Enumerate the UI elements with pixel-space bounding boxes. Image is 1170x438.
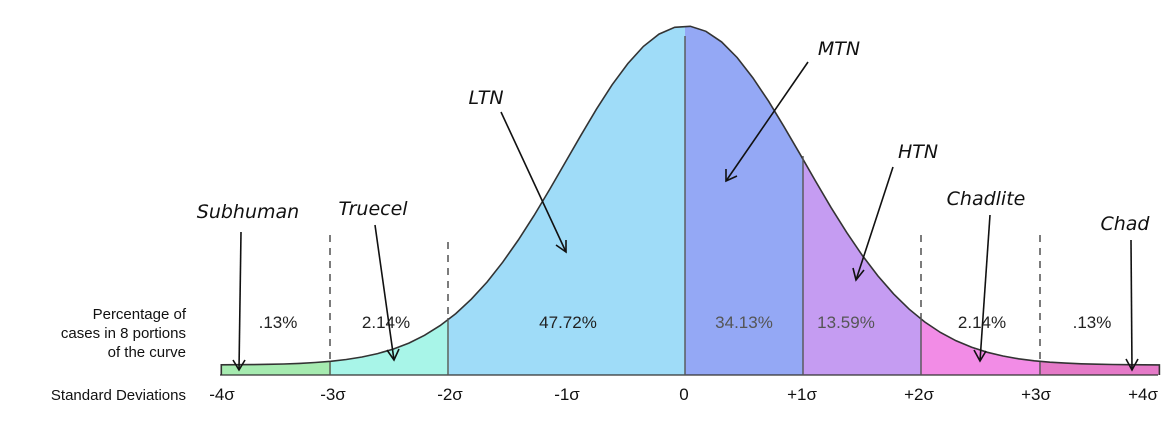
- tick-plus-2: +2σ: [904, 385, 934, 404]
- curve-segment-2: [331, 319, 449, 375]
- category-label-htn: HTN: [898, 141, 938, 163]
- arrow-chad: [1130, 239, 1133, 371]
- tick-plus-3: +3σ: [1021, 385, 1051, 404]
- segment-pct-2: 2.14%: [362, 313, 410, 332]
- bell-curve-outline: [220, 25, 1161, 375]
- tick-plus-1: +1σ: [787, 385, 817, 404]
- arrowhead-mtn: [725, 169, 738, 183]
- category-label-chad: Chad: [1100, 213, 1150, 235]
- arrowhead-htn: [852, 267, 865, 282]
- segment-pct-3: 47.72%: [539, 313, 597, 332]
- segment-pct-7: .13%: [1073, 313, 1112, 332]
- tick-minus-3: -3σ: [320, 385, 346, 404]
- arrowhead-chadlite: [973, 349, 987, 363]
- category-label-subhuman: Subhuman: [197, 201, 299, 223]
- tick-zero: 0: [679, 385, 688, 404]
- percentage-label-line1: Percentage of: [93, 306, 187, 323]
- std-dev-label: Standard Deviations: [51, 387, 186, 404]
- arrow-htn: [855, 166, 894, 281]
- segment-pct-5: 13.59%: [817, 313, 875, 332]
- arrowhead-truecel: [386, 348, 400, 362]
- arrowhead-ltn: [555, 240, 567, 254]
- curve-segment-6: [921, 319, 1039, 375]
- category-label-chadlite: Chadlite: [947, 188, 1026, 210]
- arrow-chadlite: [979, 214, 991, 362]
- arrowhead-subhuman: [232, 359, 246, 372]
- segment-pct-1: .13%: [259, 313, 298, 332]
- curve-segment-7: [1039, 361, 1160, 375]
- tick-minus-2: -2σ: [437, 385, 463, 404]
- curve-segment-5: [803, 159, 921, 375]
- arrow-subhuman: [238, 231, 242, 371]
- curve-segment-3: [449, 26, 685, 375]
- tick-plus-4: +4σ: [1128, 385, 1158, 404]
- category-label-ltn: LTN: [468, 87, 503, 109]
- tick-minus-1: -1σ: [554, 385, 580, 404]
- arrow-truecel: [374, 224, 395, 361]
- segment-pct-4: 34.13%: [715, 313, 773, 332]
- tick-minus-4: -4σ: [209, 385, 235, 404]
- category-label-truecel: Truecel: [338, 198, 408, 220]
- category-label-mtn: MTN: [818, 38, 860, 60]
- arrow-ltn: [500, 111, 567, 253]
- arrow-mtn: [725, 61, 809, 182]
- arrowhead-chad: [1125, 358, 1139, 372]
- percentage-label-line2: cases in 8 portions: [61, 325, 186, 342]
- percentage-label-line3: of the curve: [108, 344, 186, 361]
